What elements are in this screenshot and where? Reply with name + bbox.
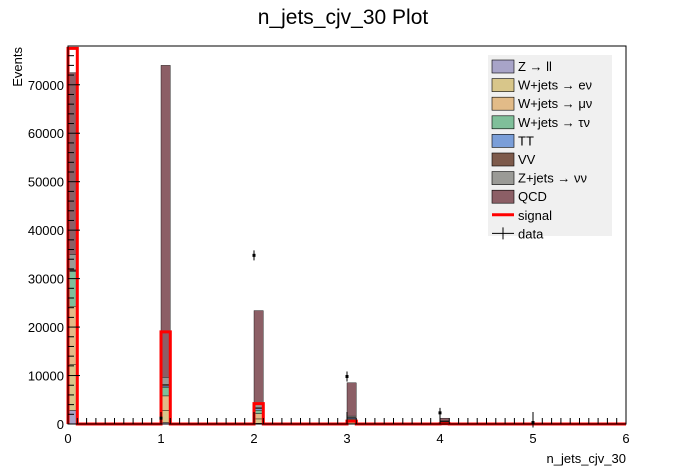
legend: Z → ll W+jets → eν W+jets → μν W+jets → τν T…	[488, 55, 612, 241]
legend-label: W+jets → eν	[518, 78, 592, 93]
chart-title: n_jets_cjv_30 Plot	[258, 6, 429, 29]
y-axis-title: Events	[10, 47, 25, 87]
legend-swatch	[491, 78, 515, 92]
stack-bar-7-bin-4	[439, 417, 450, 422]
y-tick-label: 60000	[28, 126, 64, 141]
x-tick-label: 6	[622, 431, 629, 446]
legend-label: W+jets → μν	[518, 96, 592, 111]
stack-bar-6-bin-3	[346, 415, 357, 418]
stack-bar-7-bin-2	[253, 310, 264, 405]
x-tick-label: 5	[529, 431, 536, 446]
x-tick-label: 2	[250, 431, 257, 446]
stack-bar-7-bin-3	[346, 382, 357, 417]
legend-swatch	[491, 115, 515, 130]
legend-label: Z → ll	[518, 59, 552, 74]
legend-swatch	[491, 189, 515, 204]
legend-label: VV	[518, 152, 536, 167]
legend-swatch	[491, 152, 515, 167]
legend-swatch	[491, 134, 515, 148]
y-tick-label: 70000	[28, 78, 64, 93]
legend-swatch	[491, 59, 515, 74]
x-tick-label: 1	[157, 431, 164, 446]
legend-label: TT	[518, 133, 534, 148]
x-tick-label: 4	[436, 431, 443, 446]
y-tick-label: 50000	[28, 175, 64, 190]
y-tick-label: 30000	[28, 272, 64, 287]
legend-label: QCD	[518, 189, 547, 204]
y-axis: 0 10000 20000 30000 40000 50000 60000 70000	[28, 45, 80, 432]
legend-label: data	[518, 226, 544, 241]
x-axis: 0 1 2 3 4 5 6	[64, 412, 630, 446]
legend-label: Z+jets → νν	[518, 171, 587, 186]
x-tick-label: 3	[343, 431, 350, 446]
legend-label: signal	[518, 208, 552, 223]
x-tick-label: 0	[64, 431, 71, 446]
data-point	[252, 253, 256, 257]
y-tick-label: 0	[57, 417, 64, 432]
legend-swatch	[491, 96, 515, 111]
legend-swatch	[491, 171, 515, 185]
y-tick-label: 10000	[28, 369, 64, 384]
y-tick-label: 40000	[28, 223, 64, 238]
data-point	[345, 375, 349, 379]
y-tick-label: 20000	[28, 320, 64, 335]
stack-bar-7-bin-1	[160, 65, 171, 378]
x-axis-title: n_jets_cjv_30	[547, 451, 627, 466]
legend-label: W+jets → τν	[518, 115, 590, 130]
stacked-bars	[67, 65, 450, 425]
